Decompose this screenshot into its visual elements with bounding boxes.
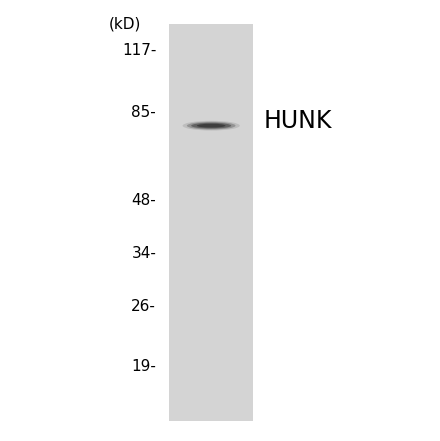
Text: 34-: 34- xyxy=(131,246,156,261)
Ellipse shape xyxy=(187,122,235,130)
Text: 117-: 117- xyxy=(122,43,156,58)
Text: 85-: 85- xyxy=(132,105,156,120)
Ellipse shape xyxy=(197,124,226,127)
Text: 48-: 48- xyxy=(132,193,156,208)
Ellipse shape xyxy=(191,123,231,129)
Ellipse shape xyxy=(183,121,240,131)
Text: (kD): (kD) xyxy=(109,17,142,32)
Bar xyxy=(169,24,253,421)
Text: 26-: 26- xyxy=(131,299,156,314)
Text: HUNK: HUNK xyxy=(264,109,333,133)
Text: 19-: 19- xyxy=(131,359,156,374)
